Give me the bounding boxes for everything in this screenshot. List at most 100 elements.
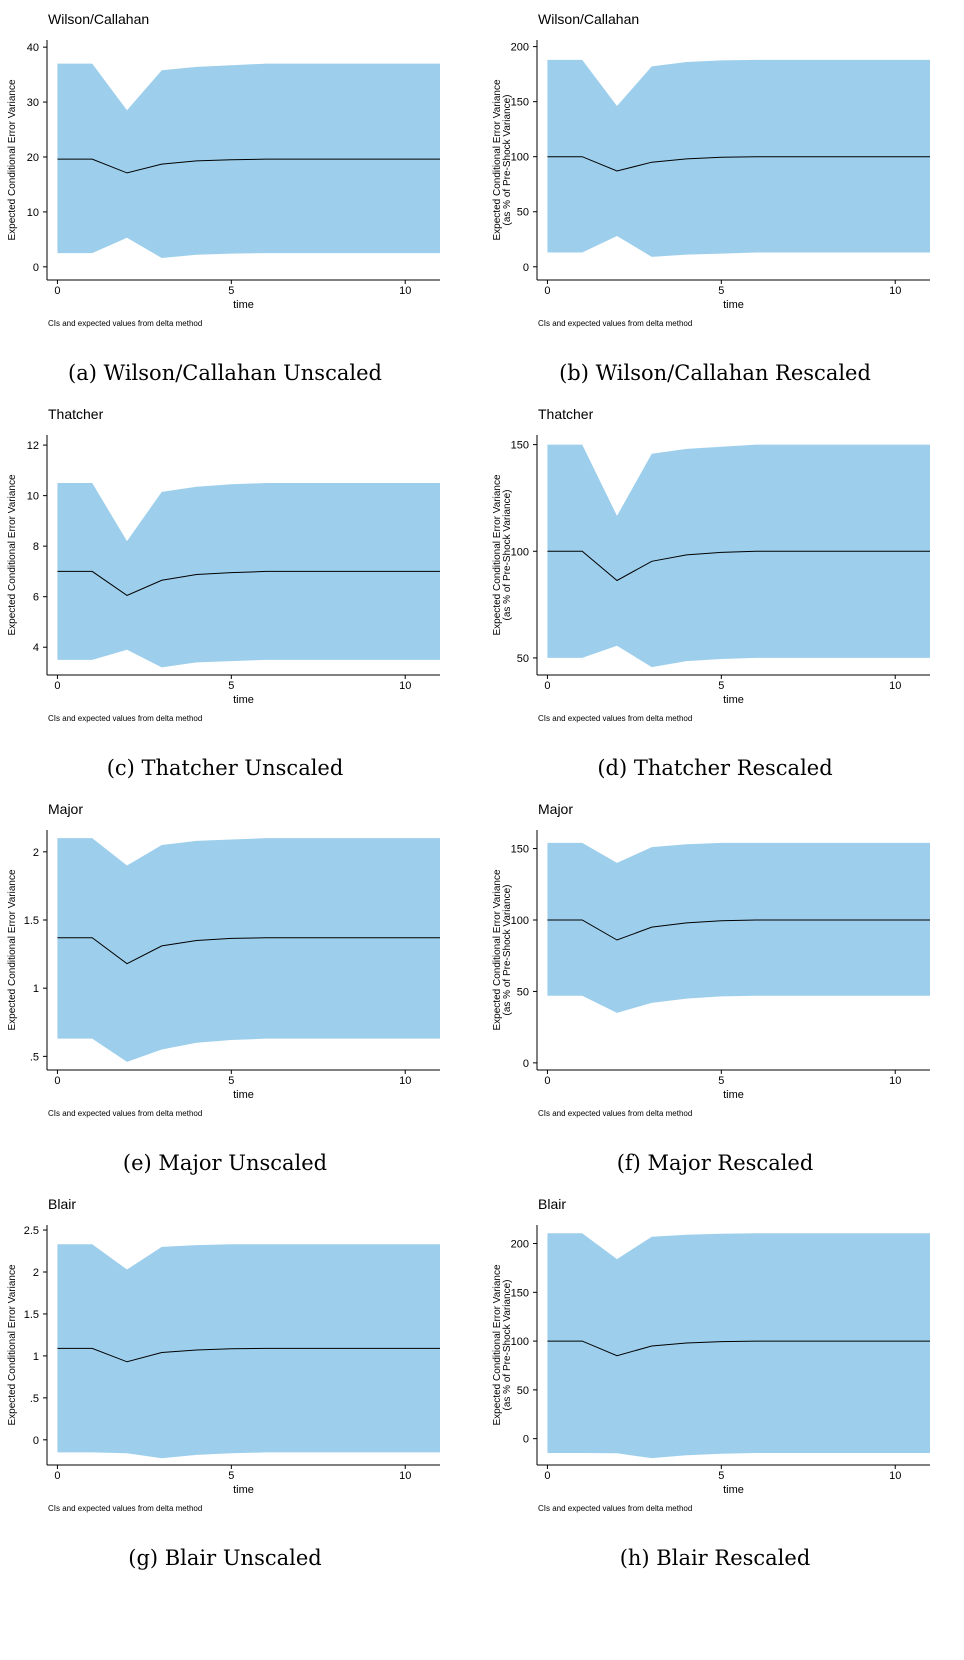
x-tick-label: 5 bbox=[718, 680, 724, 692]
chart-panel: 0 50 100 150 200 0 5 10 Wilson/Callahan time CIs a… bbox=[492, 11, 930, 385]
note: CIs and expected values from delta metho… bbox=[538, 714, 692, 723]
y-tick-label: 6 bbox=[33, 592, 39, 604]
y-tick-label: 0 bbox=[523, 1434, 529, 1446]
y-tick-label: 0 bbox=[33, 262, 39, 274]
y-tick-label: .5 bbox=[30, 1051, 39, 1063]
note: CIs and expected values from delta metho… bbox=[48, 1504, 202, 1513]
y-tick-label: 200 bbox=[511, 42, 529, 54]
y-tick-label: 200 bbox=[511, 1239, 529, 1251]
y-tick-label: 4 bbox=[33, 642, 39, 654]
x-tick-label: 10 bbox=[399, 285, 411, 297]
y-axis-label: Expected Conditional Error Variance bbox=[492, 869, 503, 1030]
chart-title: Thatcher bbox=[538, 406, 594, 422]
x-tick-label: 5 bbox=[718, 1075, 724, 1087]
y-tick-label: 0 bbox=[523, 1058, 529, 1070]
mean-line bbox=[57, 1347, 440, 1363]
chart-panel: 4 6 8 10 12 0 5 10 Thatcher time CIs and expected … bbox=[7, 406, 441, 780]
y-tick-label: 10 bbox=[27, 491, 39, 503]
x-tick-label: 10 bbox=[889, 680, 901, 692]
y-tick-label: .5 bbox=[30, 1393, 39, 1405]
x-axis-label: time bbox=[233, 1089, 254, 1101]
x-axis-label: time bbox=[723, 1089, 744, 1101]
mean-line bbox=[547, 156, 930, 172]
note: CIs and expected values from delta metho… bbox=[48, 714, 202, 723]
y-tick-label: 50 bbox=[517, 986, 529, 998]
y-axis-label: (as % of Pre-Shock Variance) bbox=[502, 490, 513, 621]
x-tick-label: 5 bbox=[718, 1470, 724, 1482]
x-axis-label: time bbox=[233, 299, 254, 311]
ci-band bbox=[57, 838, 441, 1062]
chart-title: Wilson/Callahan bbox=[538, 11, 639, 27]
chart-title: Wilson/Callahan bbox=[48, 11, 149, 27]
chart-panel: 50 100 150 0 5 10 Thatcher time CIs and expected… bbox=[492, 406, 930, 780]
mean-line bbox=[57, 570, 440, 596]
y-tick-label: 1 bbox=[33, 983, 39, 995]
caption: (d) Thatcher Rescaled bbox=[597, 756, 832, 780]
ci-band bbox=[547, 59, 930, 257]
chart-panel: 0 50 100 150 200 0 5 10 Blair time CIs and expecte… bbox=[492, 1196, 930, 1570]
x-tick-label: 5 bbox=[718, 285, 724, 297]
x-tick-label: 5 bbox=[228, 1470, 234, 1482]
note: CIs and expected values from delta metho… bbox=[538, 1504, 692, 1513]
chart-title: Major bbox=[48, 801, 83, 817]
chart-title: Major bbox=[538, 801, 573, 817]
y-tick-label: 150 bbox=[511, 844, 529, 856]
y-tick-label: 1 bbox=[33, 1351, 39, 1363]
y-axis-label: Expected Conditional Error Variance bbox=[7, 869, 18, 1030]
caption: (h) Blair Rescaled bbox=[620, 1546, 811, 1570]
y-tick-label: 150 bbox=[511, 1287, 529, 1299]
chart-panel: 0 .5 1 1.5 2 2.5 0 5 10 Blair time CIs and expected… bbox=[7, 1196, 441, 1570]
mean-line bbox=[57, 937, 440, 965]
caption: (f) Major Rescaled bbox=[617, 1151, 814, 1175]
chart-title: Blair bbox=[538, 1196, 566, 1212]
x-tick-label: 0 bbox=[54, 680, 60, 692]
chart-panel: .5 1 1.5 2 0 5 10 Major time CIs and expected val… bbox=[7, 801, 441, 1175]
y-axis-label: Expected Conditional Error Variance bbox=[7, 1264, 18, 1425]
x-axis-label: time bbox=[233, 694, 254, 706]
y-tick-label: 2 bbox=[33, 1267, 39, 1279]
note: CIs and expected values from delta metho… bbox=[48, 319, 202, 328]
x-tick-label: 0 bbox=[544, 285, 550, 297]
y-tick-label: 1.5 bbox=[24, 1309, 39, 1321]
y-axis-label: Expected Conditional Error Variance bbox=[492, 79, 503, 240]
caption: (c) Thatcher Unscaled bbox=[107, 756, 344, 780]
note: CIs and expected values from delta metho… bbox=[538, 1109, 692, 1118]
x-tick-label: 0 bbox=[544, 680, 550, 692]
caption: (b) Wilson/Callahan Rescaled bbox=[559, 361, 871, 385]
y-axis-label: (as % of Pre-Shock Variance) bbox=[502, 95, 513, 226]
note: CIs and expected values from delta metho… bbox=[538, 319, 692, 328]
y-tick-label: 50 bbox=[517, 207, 529, 219]
ci-band bbox=[57, 483, 441, 668]
x-axis-label: time bbox=[723, 1484, 744, 1496]
x-tick-label: 0 bbox=[544, 1470, 550, 1482]
y-tick-label: 100 bbox=[511, 915, 529, 927]
x-tick-label: 5 bbox=[228, 680, 234, 692]
x-tick-label: 10 bbox=[399, 1470, 411, 1482]
y-tick-label: 100 bbox=[511, 546, 529, 558]
y-tick-label: 0 bbox=[523, 262, 529, 274]
caption: (a) Wilson/Callahan Unscaled bbox=[68, 361, 382, 385]
y-tick-label: 20 bbox=[27, 152, 39, 164]
x-tick-label: 0 bbox=[54, 285, 60, 297]
y-tick-label: 8 bbox=[33, 541, 39, 553]
x-tick-label: 10 bbox=[889, 1075, 901, 1087]
caption: (e) Major Unscaled bbox=[123, 1151, 327, 1175]
y-tick-label: 0 bbox=[33, 1435, 39, 1447]
y-axis-label: Expected Conditional Error Variance bbox=[492, 474, 503, 635]
y-tick-label: 100 bbox=[511, 1336, 529, 1348]
y-tick-label: 50 bbox=[517, 1385, 529, 1397]
y-axis-label: Expected Conditional Error Variance bbox=[7, 474, 18, 635]
ci-band bbox=[547, 1233, 930, 1459]
mean-line bbox=[547, 919, 930, 941]
mean-line bbox=[547, 550, 930, 582]
y-tick-label: 150 bbox=[511, 440, 529, 452]
y-tick-label: 100 bbox=[511, 152, 529, 164]
y-tick-label: 10 bbox=[27, 207, 39, 219]
x-tick-label: 10 bbox=[399, 1075, 411, 1087]
ci-band bbox=[57, 63, 441, 259]
x-tick-label: 10 bbox=[889, 1470, 901, 1482]
x-axis-label: time bbox=[723, 694, 744, 706]
ci-band bbox=[547, 444, 930, 668]
x-tick-label: 10 bbox=[889, 285, 901, 297]
x-tick-label: 0 bbox=[54, 1075, 60, 1087]
